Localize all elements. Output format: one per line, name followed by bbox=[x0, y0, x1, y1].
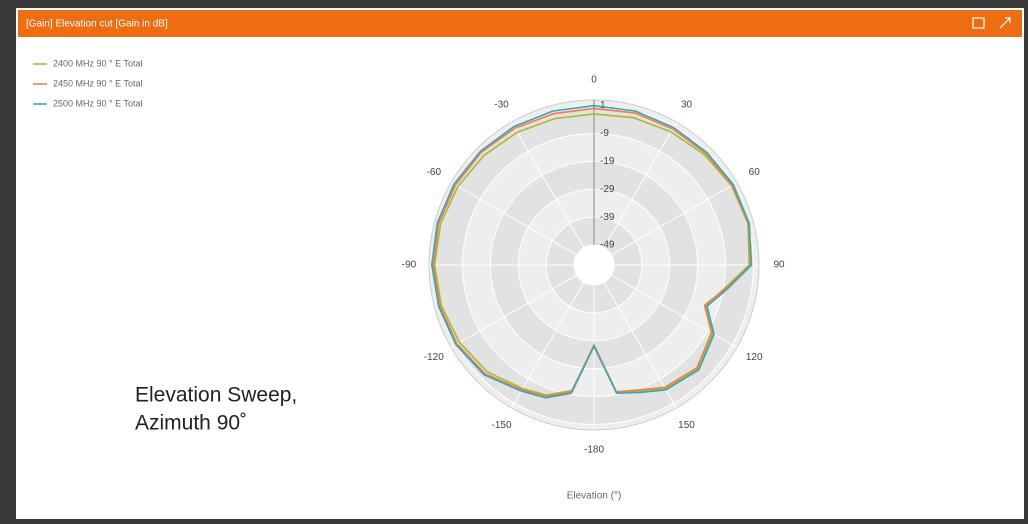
angle-tick-label: -90 bbox=[402, 260, 417, 271]
expand-icon[interactable] bbox=[999, 17, 1011, 29]
angle-tick-label: 150 bbox=[678, 420, 695, 431]
angle-tick-label: 120 bbox=[746, 352, 763, 363]
angle-tick-label: 30 bbox=[681, 99, 693, 110]
angle-tick-label: 0 bbox=[591, 75, 597, 86]
angle-tick-label: -150 bbox=[491, 420, 511, 431]
radial-tick-label: -9 bbox=[600, 128, 609, 139]
header-bar bbox=[18, 10, 1022, 37]
annotation: Elevation Sweep, bbox=[135, 384, 297, 407]
angle-tick-label: -60 bbox=[427, 167, 442, 178]
series-line bbox=[433, 113, 751, 397]
angle-tick-label: -30 bbox=[494, 99, 509, 110]
spoke bbox=[611, 274, 738, 348]
center-hole bbox=[574, 245, 614, 285]
spoke bbox=[603, 121, 677, 248]
spoke bbox=[511, 121, 585, 248]
angle-tick-label: 60 bbox=[749, 167, 761, 178]
series-line bbox=[432, 107, 752, 398]
spoke bbox=[511, 282, 585, 409]
panel-title: [Gain] Elevation cut [Gain in dB] bbox=[26, 19, 168, 30]
radial-tick-label: -19 bbox=[600, 156, 615, 167]
legend-label: 2400 MHz 90 ° E Total bbox=[53, 58, 142, 68]
spoke bbox=[450, 274, 577, 348]
spoke bbox=[450, 182, 577, 256]
angle-tick-label: -180 bbox=[584, 445, 604, 456]
popout-icon[interactable] bbox=[972, 17, 985, 29]
radial-tick-label: -29 bbox=[600, 184, 615, 195]
annotation: Azimuth 90˚ bbox=[135, 412, 247, 435]
legend-label: 2450 MHz 90 ° E Total bbox=[53, 78, 142, 88]
legend-label: 2500 MHz 90 ° E Total bbox=[53, 98, 142, 108]
spoke bbox=[611, 182, 738, 256]
radial-tick-label: 1 bbox=[600, 100, 606, 111]
series-line bbox=[430, 104, 753, 399]
angle-tick-label: -120 bbox=[424, 352, 444, 363]
radial-tick-label: -39 bbox=[600, 212, 615, 223]
radial-tick-label: -49 bbox=[600, 240, 615, 251]
axis-label: Elevation (°) bbox=[567, 491, 622, 502]
angle-tick-label: 90 bbox=[773, 260, 785, 271]
